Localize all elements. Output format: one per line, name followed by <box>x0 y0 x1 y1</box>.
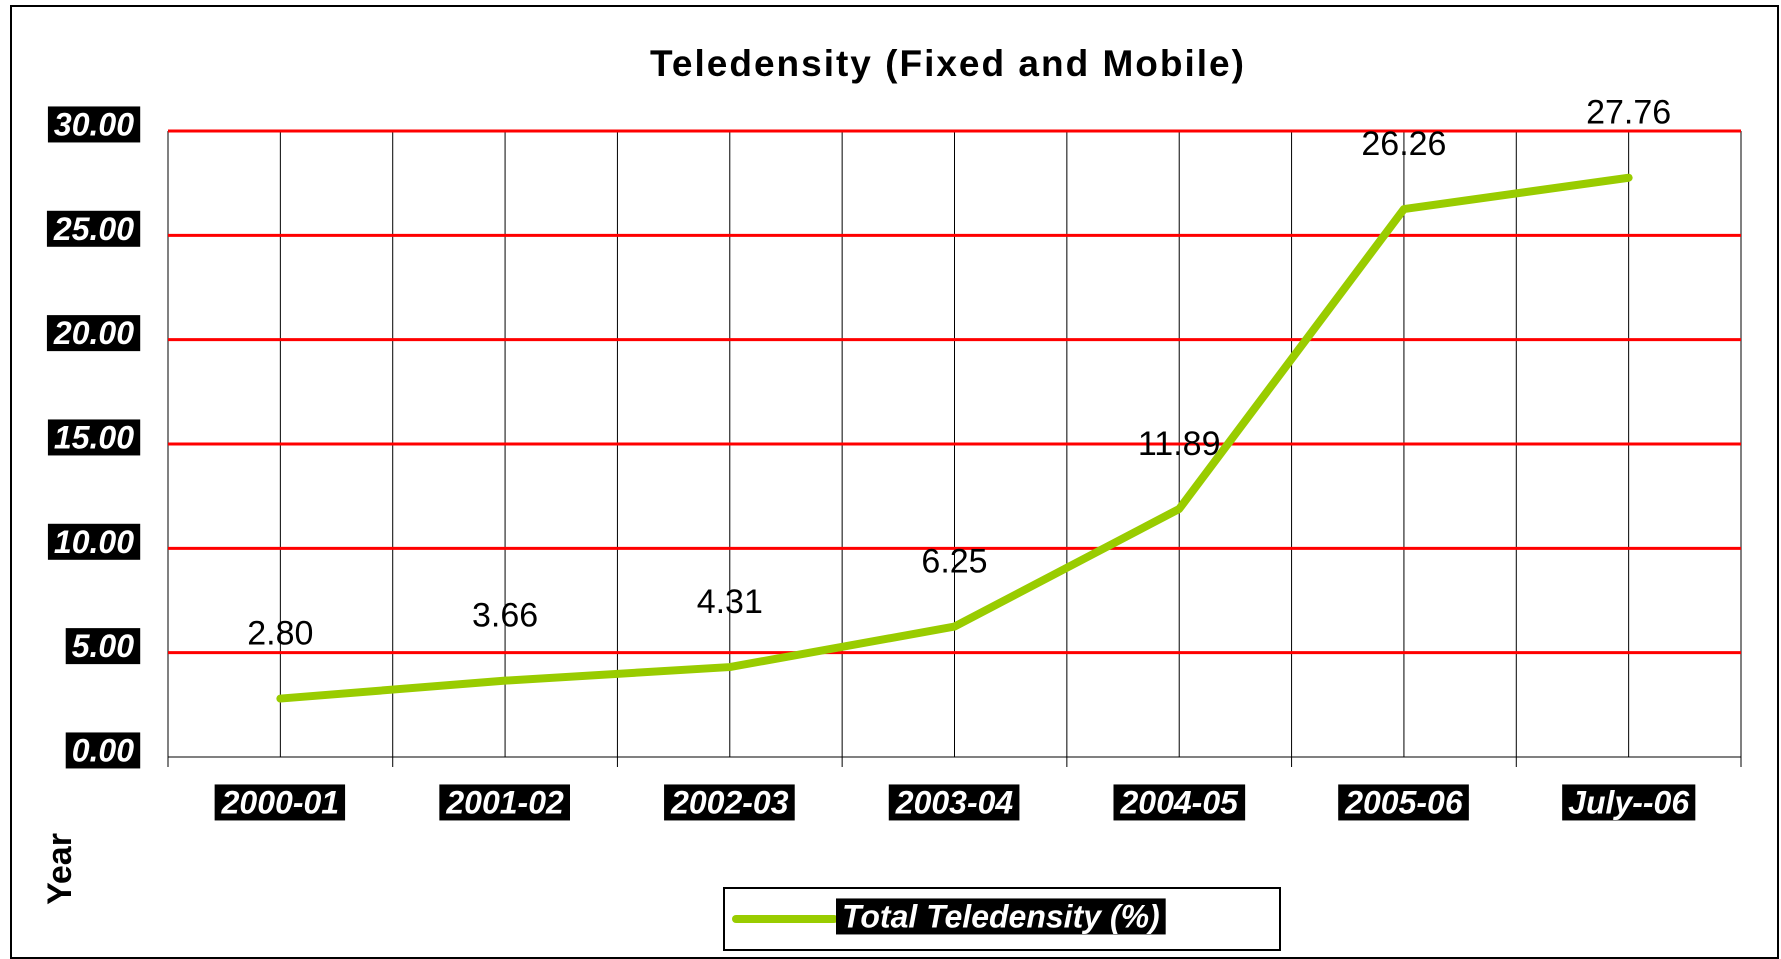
y-tick-label-box <box>65 732 141 769</box>
data-label: 26.26 <box>1361 125 1446 163</box>
x-tick-label-box <box>214 784 346 821</box>
x-tick-label: 2000-01 <box>221 784 339 820</box>
x-tick-label: 2001-02 <box>445 784 564 820</box>
data-label: 6.25 <box>921 543 987 581</box>
y-tick-label-box <box>47 106 141 143</box>
x-tick-label: 2002-03 <box>670 784 789 820</box>
data-label: 11.89 <box>1138 425 1221 463</box>
x-tick-label: 2004-05 <box>1119 784 1239 820</box>
x-tick-label-box <box>664 784 795 821</box>
data-label: 2.80 <box>247 615 313 653</box>
x-tick-label-box <box>439 784 570 821</box>
y-tick-label: 20.00 <box>53 315 134 351</box>
y-tick-label: 15.00 <box>54 419 134 455</box>
y-tick-label-box <box>47 419 141 456</box>
y-tick-label: 25.00 <box>53 211 134 247</box>
x-tick-label: July--06 <box>1568 784 1689 820</box>
y-tick-label-box <box>46 210 141 247</box>
y-tick-label: 10.00 <box>54 524 134 560</box>
data-label: 4.31 <box>697 583 763 621</box>
data-line <box>276 173 1633 703</box>
data-label: 3.66 <box>472 597 538 635</box>
x-tick-label: 2005-06 <box>1344 784 1463 820</box>
legend-label: Total Teledensity (%) <box>842 898 1160 934</box>
y-tick-label: 5.00 <box>72 628 134 664</box>
data-label: 27.76 <box>1586 94 1671 132</box>
y-tick-label-box <box>46 315 141 352</box>
legend-label-box <box>836 898 1166 935</box>
y-tick-label-box <box>65 628 141 665</box>
x-tick-label-box <box>888 784 1020 821</box>
chart-title: Teledensity (Fixed and Mobile) <box>650 43 1246 84</box>
y-tick-label-box <box>47 523 141 560</box>
x-tick-label-box <box>1113 784 1246 821</box>
x-tick-label: 2003-04 <box>895 784 1014 820</box>
x-tick-label-box <box>1562 784 1696 821</box>
y-tick-label: 0.00 <box>72 732 134 768</box>
x-tick-label-box <box>1338 784 1469 821</box>
x-axis-label: Year <box>41 833 79 905</box>
y-tick-label: 30.00 <box>54 106 134 142</box>
